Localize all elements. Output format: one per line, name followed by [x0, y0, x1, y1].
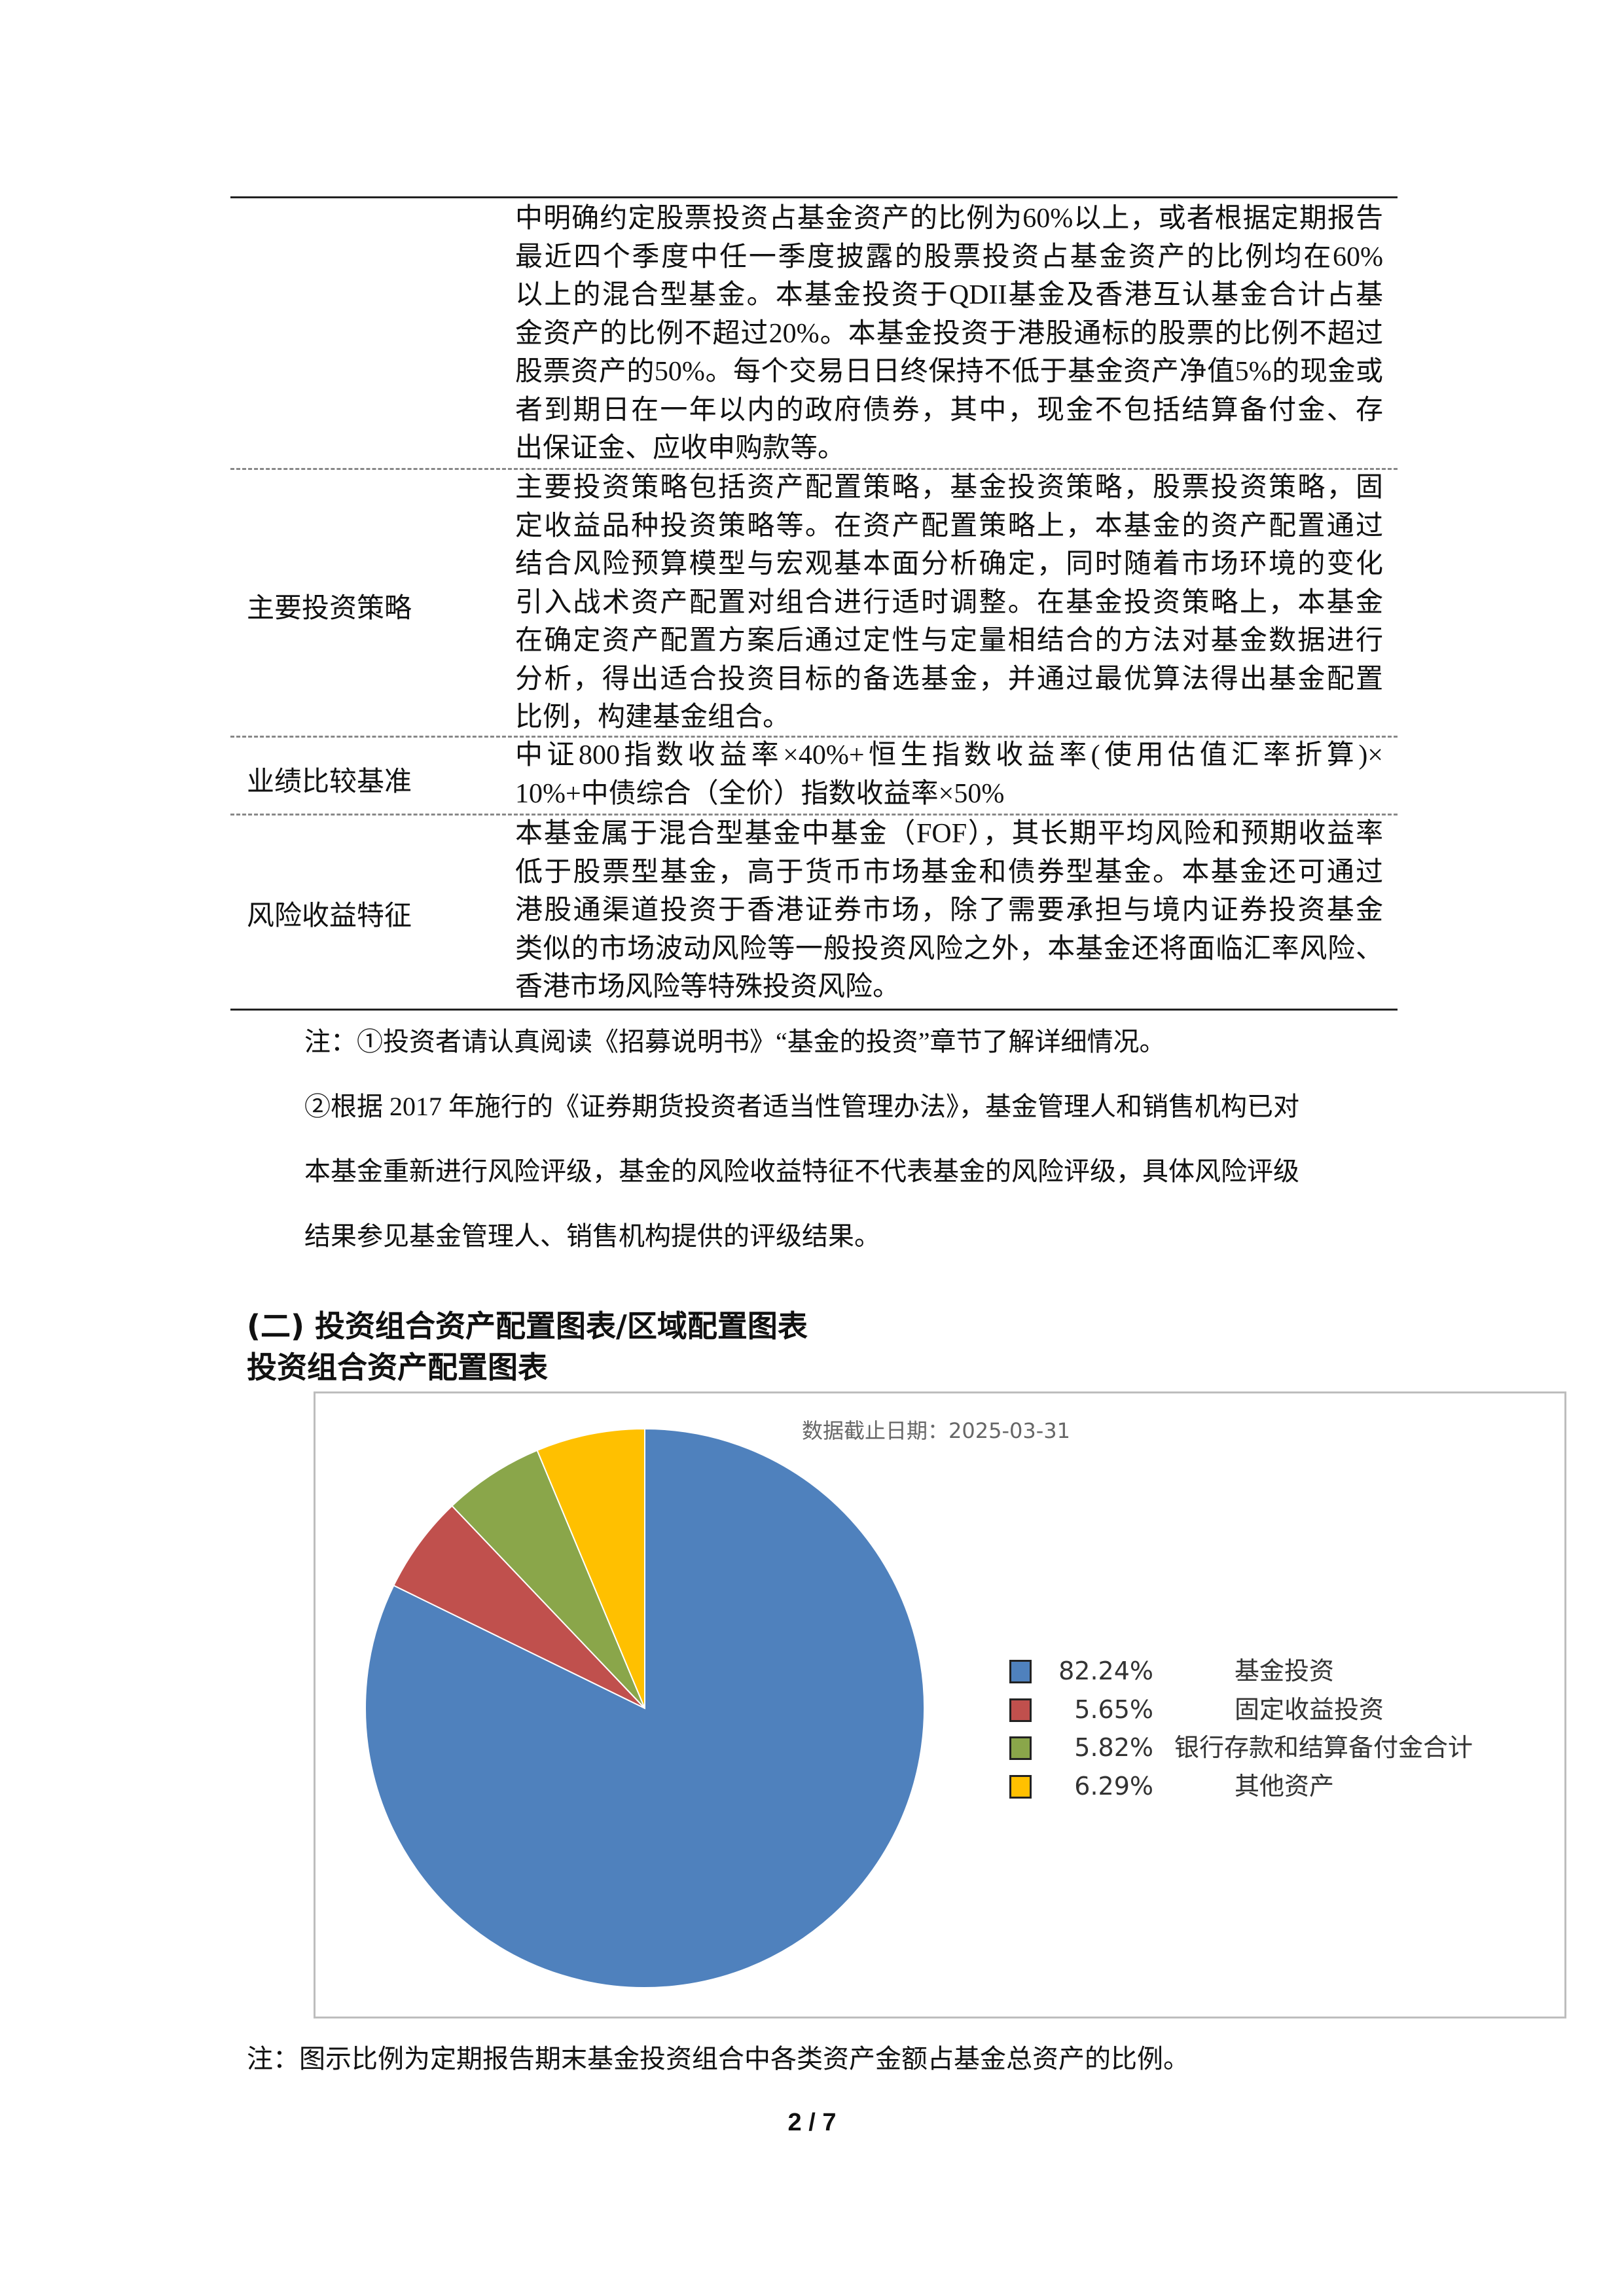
legend-percent: 5.65% — [1074, 1695, 1153, 1724]
section-subheading: 投资组合资产配置图表 — [247, 1350, 548, 1385]
legend-item: 5.65% 固定收益投资 — [316, 1691, 1559, 1729]
cell-text-line: 10%+中债综合（全价）指数收益率×50% — [515, 778, 1005, 809]
table-row-strategy: 主要投资策略包括资产配置策略，基金投资策略，股票投资策略，固 定收益品种投资策略等… — [515, 469, 1383, 737]
pie-chart — [365, 1427, 925, 1988]
table-bottom-rule — [230, 1009, 1398, 1011]
row-label-risk-return: 风险收益特征 — [247, 901, 412, 931]
note-2-line-2: 本基金重新进行风险评级，基金的风险收益特征不代表基金的风险评级，具体风险评级 — [304, 1157, 1299, 1186]
legend-swatch — [1009, 1736, 1032, 1760]
cell-text-line: 金资产的比例不超过20%。本基金投资于港股通标的股票的比例不超过 — [515, 318, 1383, 349]
row-divider — [230, 468, 1398, 470]
cell-text-line: 低于股票型基金，高于货币市场基金和债券型基金。本基金还可通过 — [515, 857, 1383, 888]
legend-swatch — [1009, 1698, 1032, 1722]
legend-swatch — [1009, 1775, 1032, 1799]
asset-allocation-chart: 数据截止日期：2025-03-31 82.24% 基金投资 5.65% 固定收益投资 5… — [314, 1391, 1566, 2018]
legend-item: 6.29% 其他资产 — [316, 1767, 1559, 1805]
cell-text-line: 最近四个季度中任一季度披露的股票投资占基金资产的比例均在60% — [515, 242, 1383, 272]
table-top-rule — [230, 196, 1398, 198]
legend-swatch — [1009, 1660, 1032, 1683]
legend-label: 其他资产 — [1235, 1772, 1335, 1801]
cell-text-line: 本基金属于混合型基金中基金（FOF），其长期平均风险和预期收益率 — [515, 819, 1383, 849]
cell-text-line: 主要投资策略包括资产配置策略，基金投资策略，股票投资策略，固 — [515, 473, 1383, 503]
legend-label: 固定收益投资 — [1235, 1695, 1384, 1724]
legend-item: 82.24% 基金投资 — [316, 1652, 1559, 1690]
cell-text-line: 股票资产的50%。每个交易日日终保持不低于基金资产净值5%的现金或 — [515, 357, 1383, 387]
note-2-line-3: 结果参见基金管理人、销售机构提供的评级结果。 — [304, 1221, 880, 1251]
note-2-line-1: ②根据 2017 年施行的《证券期货投资者适当性管理办法》，基金管理人和销售机构… — [304, 1092, 1299, 1121]
legend-percent: 6.29% — [1074, 1772, 1153, 1801]
table-row-benchmark: 中证800指数收益率×40%+恒生指数收益率(使用估值汇率折算)× 10%+中债综… — [515, 736, 1383, 813]
cell-text-line: 以上的混合型基金。本基金投资于QDII基金及香港互认基金合计占基 — [515, 280, 1383, 310]
cell-text-line: 结合风险预算模型与宏观基本面分析确定，同时随着市场环境的变化 — [515, 549, 1383, 579]
chart-footnote: 注：图示比例为定期报告期末基金投资组合中各类资产金额占基金总资产的比例。 — [247, 2044, 1189, 2073]
cell-text-line: 类似的市场波动风险等一般投资风险之外，本基金还将面临汇率风险、 — [515, 933, 1383, 964]
cell-text-line: 者到期日在一年以内的政府债券，其中，现金不包括结算备付金、存 — [515, 395, 1383, 425]
cell-text-line: 定收益品种投资策略等。在资产配置策略上，本基金的资产配置通过 — [515, 511, 1383, 541]
section-heading: (二) 投资组合资产配置图表/区域配置图表 — [247, 1308, 808, 1344]
cell-text-line: 中明确约定股票投资占基金资产的比例为60%以上，或者根据定期报告 — [515, 204, 1383, 234]
legend-label: 银行存款和结算备付金合计 — [1174, 1733, 1473, 1762]
table-row-investment-scope-cont: 中明确约定股票投资占基金资产的比例为60%以上，或者根据定期报告 最近四个季度中任… — [515, 200, 1383, 468]
row-label-benchmark: 业绩比较基准 — [247, 767, 412, 797]
pie-slice — [536, 1427, 645, 1709]
legend-label: 基金投资 — [1235, 1657, 1335, 1685]
cell-text-line: 出保证金、应收申购款等。 — [515, 433, 846, 463]
table-row-risk-return: 本基金属于混合型基金中基金（FOF），其长期平均风险和预期收益率 低于股票型基金，… — [515, 815, 1383, 1007]
pie-slice — [451, 1449, 645, 1709]
row-divider — [230, 736, 1398, 738]
legend-item: 5.82% 银行存款和结算备付金合计 — [316, 1729, 1559, 1767]
cell-text-line: 比例，构建基金组合。 — [515, 702, 791, 732]
legend-percent: 5.82% — [1074, 1733, 1153, 1762]
cell-text-line: 香港市场风险等特殊投资风险。 — [515, 972, 901, 1002]
note-1: 注：①投资者请认真阅读《招募说明书》“基金的投资”章节了解详细情况。 — [304, 1027, 1166, 1056]
cell-text-line: 中证800指数收益率×40%+恒生指数收益率(使用估值汇率折算)× — [515, 740, 1383, 770]
cell-text-line: 港股通渠道投资于香港证券市场，除了需要承担与境内证券投资基金 — [515, 895, 1383, 925]
cell-text-line: 分析，得出适合投资目标的备选基金，并通过最优算法得出基金配置 — [515, 664, 1383, 694]
row-divider — [230, 814, 1398, 816]
legend-percent: 82.24% — [1058, 1657, 1153, 1685]
page-number: 2 / 7 — [787, 2109, 837, 2136]
cell-text-line: 引入战术资产配置对组合进行适时调整。在基金投资策略上，本基金 — [515, 587, 1383, 618]
pie-slice — [393, 1505, 645, 1709]
row-label-strategy: 主要投资策略 — [247, 594, 412, 624]
cell-text-line: 在确定资产配置方案后通过定性与定量相结合的方法对基金数据进行 — [515, 626, 1383, 656]
chart-date-label: 数据截止日期：2025-03-31 — [802, 1418, 1070, 1443]
